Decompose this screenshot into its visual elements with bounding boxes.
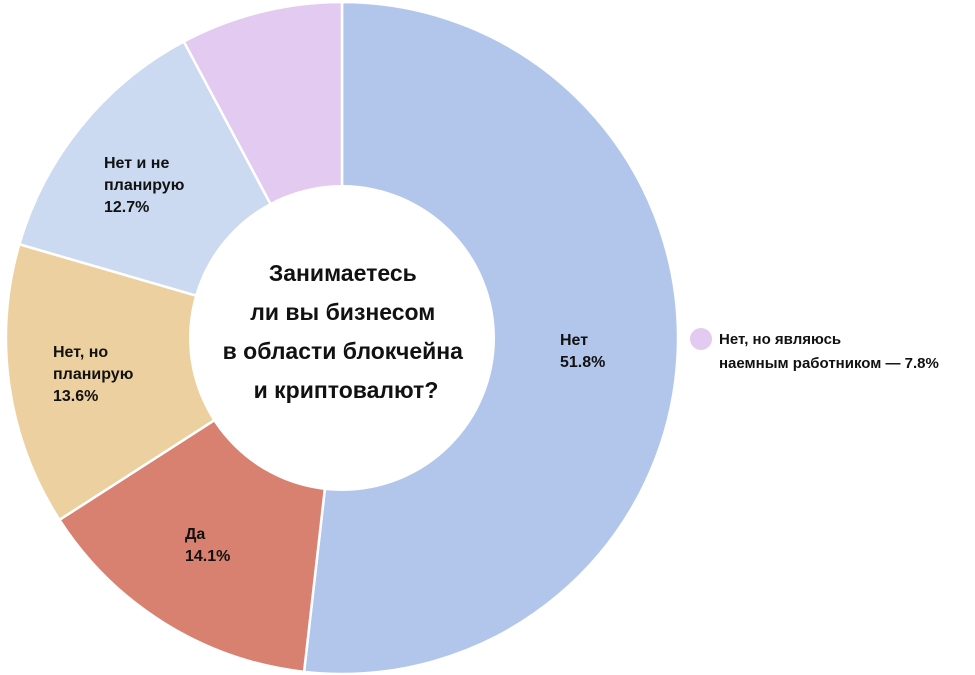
chart-title-line: ли вы бизнесом bbox=[250, 299, 435, 325]
chart-title-line: в области блокчейна bbox=[223, 338, 464, 364]
slice-label-da: Да 14.1% bbox=[185, 526, 230, 565]
pie-slice-net-no-planiruyu bbox=[4, 242, 345, 522]
slice-label-line: 51.8% bbox=[560, 354, 605, 371]
legend-label-line: наемным работником — 7.8% bbox=[719, 355, 939, 372]
legend-label: Нет, но являюсь наемным работником — 7.8… bbox=[719, 331, 939, 372]
slice-label-line: 13.6% bbox=[53, 388, 98, 405]
slice-labels: Нет 51.8% Да 14.1% Нет, но планирую 13.6% Нет и… bbox=[53, 155, 605, 565]
chart-title: Занимаетесь ли вы бизнесом в области бло… bbox=[223, 260, 470, 403]
slice-label-line: Нет, но bbox=[53, 344, 108, 361]
chart-title-line: и криптовалют? bbox=[254, 377, 439, 403]
donut-hole bbox=[189, 185, 495, 491]
slice-label-line: планирую bbox=[104, 177, 185, 194]
slice-label-net-no-planiruyu: Нет, но планирую 13.6% bbox=[53, 344, 134, 405]
slice-label-line: Нет bbox=[560, 332, 588, 349]
chart-title-line: Занимаетесь bbox=[269, 260, 417, 286]
legend-label-line: Нет, но являюсь bbox=[719, 331, 841, 348]
slice-label-net: Нет 51.8% bbox=[560, 332, 605, 371]
slice-label-line: 14.1% bbox=[185, 548, 230, 565]
slice-label-net-i-ne-planiruyu: Нет и не планирую 12.7% bbox=[104, 155, 185, 216]
slice-label-line: Нет и не bbox=[104, 155, 169, 172]
slice-label-line: планирую bbox=[53, 366, 134, 383]
legend: Нет, но являюсь наемным работником — 7.8… bbox=[690, 328, 939, 372]
slice-label-line: 12.7% bbox=[104, 199, 149, 216]
legend-swatch bbox=[690, 328, 712, 350]
slice-label-line: Да bbox=[185, 526, 205, 543]
